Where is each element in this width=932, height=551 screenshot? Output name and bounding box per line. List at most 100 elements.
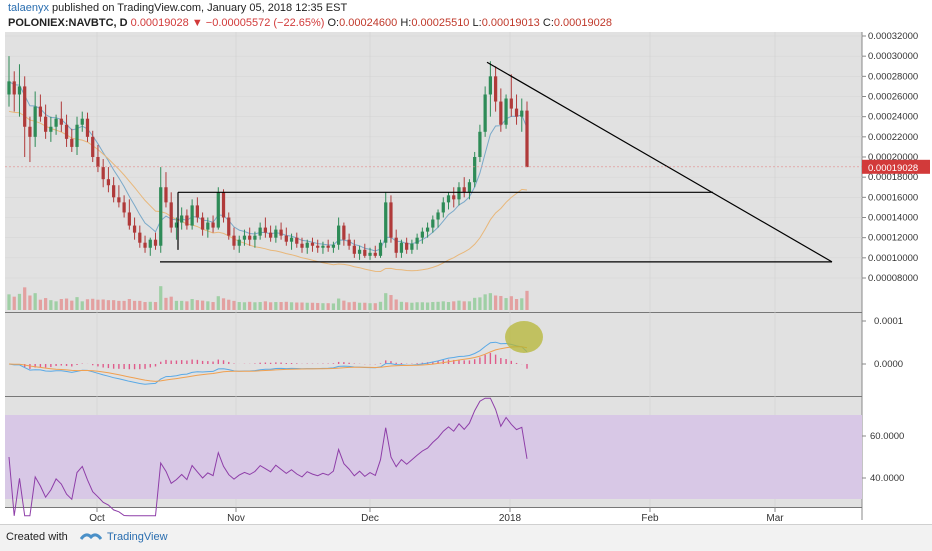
volume-bar bbox=[300, 302, 304, 310]
volume-bar bbox=[347, 302, 351, 310]
price-pane bbox=[5, 32, 862, 312]
author-name[interactable]: talaenyx bbox=[8, 2, 49, 14]
volume-bar bbox=[221, 298, 226, 310]
candle bbox=[295, 237, 299, 244]
moving-average-line bbox=[8, 80, 528, 252]
volume-bar bbox=[44, 298, 48, 310]
candle bbox=[33, 106, 37, 137]
volume-bar bbox=[112, 300, 116, 310]
candle bbox=[17, 86, 22, 95]
candle bbox=[268, 232, 273, 238]
down-arrow-icon: ▼ bbox=[191, 17, 203, 29]
price-tick-label: 0.00014000 bbox=[868, 213, 918, 224]
candle bbox=[504, 98, 508, 125]
volume-bar bbox=[305, 302, 309, 310]
candle bbox=[221, 192, 226, 218]
volume-bar bbox=[499, 295, 503, 310]
volume-bar bbox=[493, 295, 498, 310]
candle bbox=[44, 116, 48, 132]
symbol-label[interactable]: POLONIEX:NAVBTC, D bbox=[8, 17, 128, 29]
volume-bar bbox=[7, 294, 11, 310]
macd-signal-line bbox=[8, 346, 528, 382]
candle bbox=[389, 202, 393, 238]
time-tick-label: Mar bbox=[766, 513, 784, 524]
rsi-band bbox=[5, 415, 862, 499]
candle bbox=[525, 110, 529, 168]
candle bbox=[514, 108, 519, 117]
candle bbox=[337, 225, 341, 245]
volume-bar bbox=[415, 302, 419, 310]
volume-bar bbox=[206, 301, 210, 310]
volume-bar bbox=[132, 300, 137, 310]
volume-bar bbox=[195, 300, 199, 310]
candle bbox=[174, 222, 179, 228]
candle bbox=[237, 239, 241, 246]
candle bbox=[499, 101, 503, 125]
time-tick-label: Oct bbox=[89, 513, 105, 524]
tradingview-brand[interactable]: TradingView bbox=[107, 531, 168, 543]
candle bbox=[289, 237, 294, 242]
candle bbox=[420, 231, 424, 238]
volume-bar bbox=[258, 302, 262, 310]
candle bbox=[23, 86, 27, 127]
candle bbox=[91, 136, 95, 157]
close-value: 0.00019028 bbox=[553, 17, 612, 29]
volume-bar bbox=[64, 298, 69, 310]
volume-bar bbox=[284, 301, 288, 310]
volume-bar bbox=[138, 300, 142, 310]
descending-trendline bbox=[486, 61, 833, 263]
price-tick-label: 0.00016000 bbox=[868, 192, 918, 203]
candle bbox=[493, 76, 498, 102]
volume-bar bbox=[462, 301, 466, 310]
candle bbox=[316, 245, 320, 248]
candle bbox=[195, 205, 199, 218]
volume-bar bbox=[263, 301, 268, 310]
volume-bar bbox=[436, 301, 440, 310]
volume-bar bbox=[452, 301, 456, 310]
low-value: 0.00019013 bbox=[481, 17, 540, 29]
volume-bar bbox=[54, 301, 58, 310]
candle bbox=[473, 157, 477, 183]
volume-bar bbox=[525, 290, 529, 310]
volume-bar bbox=[478, 297, 482, 310]
volume-bar bbox=[425, 302, 430, 310]
publish-line: talaenyx published on TradingView.com, J… bbox=[8, 2, 347, 14]
candle bbox=[148, 239, 152, 248]
candle bbox=[263, 227, 268, 233]
candle bbox=[12, 81, 16, 95]
candle bbox=[436, 212, 440, 220]
volume-bar bbox=[117, 300, 121, 310]
candle bbox=[509, 98, 513, 109]
volume-bar bbox=[232, 300, 236, 310]
rsi-tick-label: 60.0000 bbox=[870, 431, 904, 442]
volume-bar bbox=[473, 297, 477, 310]
volume-bar bbox=[180, 300, 184, 310]
macd-tick-label: 0.0001 bbox=[874, 316, 903, 327]
volume-bar bbox=[363, 302, 367, 310]
candle bbox=[153, 239, 158, 246]
candle bbox=[258, 227, 262, 236]
candle bbox=[112, 185, 116, 198]
candle bbox=[331, 244, 336, 248]
candle bbox=[399, 242, 404, 253]
candle bbox=[452, 195, 456, 200]
candle bbox=[378, 242, 383, 256]
moving-average-line bbox=[8, 110, 528, 273]
price-tick-label: 0.00012000 bbox=[868, 233, 918, 244]
candle bbox=[373, 252, 377, 256]
volume-bar bbox=[504, 298, 508, 310]
candle bbox=[127, 212, 131, 226]
volume-bar bbox=[127, 299, 131, 310]
candle bbox=[342, 225, 346, 240]
volume-bar bbox=[431, 302, 435, 310]
price-tick-label: 0.00008000 bbox=[868, 273, 918, 284]
volume-bar bbox=[185, 301, 189, 310]
candle bbox=[101, 167, 105, 180]
price-tick-label: 0.00020000 bbox=[868, 152, 918, 163]
volume-bar bbox=[148, 301, 152, 310]
tradingview-logo-icon bbox=[80, 533, 102, 540]
candle bbox=[431, 219, 435, 228]
open-label: O: bbox=[327, 17, 340, 29]
candle bbox=[248, 235, 252, 240]
chart-area[interactable]: 0.00032000 0.00030000 0.00028000 0.00026000… bbox=[0, 32, 932, 524]
